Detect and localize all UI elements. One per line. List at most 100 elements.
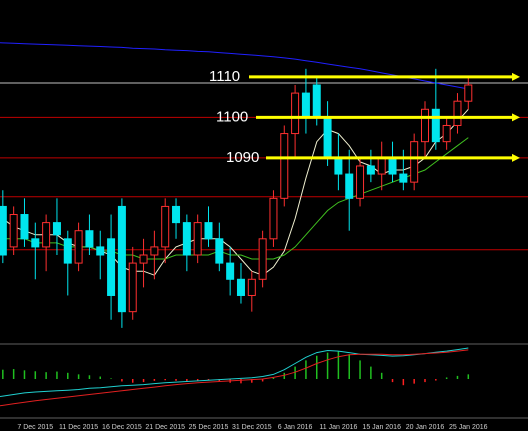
- x-tick-label: 20 Jan 2016: [406, 424, 445, 431]
- candle-body: [442, 124, 451, 143]
- candle-body: [453, 100, 462, 126]
- x-tick-label: 21 Dec 2015: [145, 424, 185, 431]
- level-arrow-head: [512, 72, 520, 81]
- candle-body: [193, 222, 202, 256]
- candle-body: [0, 205, 7, 256]
- histogram-bar: [456, 375, 459, 379]
- candle-body: [161, 205, 170, 248]
- candle-body: [421, 108, 429, 143]
- candle-body: [312, 84, 321, 118]
- histogram-bar: [424, 379, 426, 383]
- indicator-line: [0, 349, 469, 407]
- histogram-bar: [294, 366, 296, 379]
- histogram-bar: [99, 376, 101, 379]
- candle-body: [247, 278, 256, 296]
- histogram-bar: [272, 377, 275, 379]
- histogram-bar: [240, 379, 242, 384]
- histogram-bar: [88, 375, 91, 379]
- histogram-bar: [34, 371, 37, 379]
- candle-body: [85, 230, 94, 248]
- candle-body: [182, 222, 191, 256]
- level-arrow-head: [512, 153, 520, 162]
- histogram-bar: [337, 351, 340, 379]
- histogram-bar: [316, 355, 318, 379]
- candle-body: [291, 92, 300, 135]
- candle-body: [74, 230, 83, 264]
- candle-body: [301, 92, 310, 118]
- candle-body: [464, 84, 473, 102]
- candle-body: [172, 205, 181, 224]
- histogram-bar: [283, 372, 286, 379]
- candle-body: [356, 165, 365, 199]
- histogram-bar: [435, 379, 437, 381]
- histogram-bar: [110, 378, 112, 379]
- candle-body: [52, 222, 61, 236]
- histogram-bar: [45, 372, 47, 379]
- x-tick-label: 6 Jan 2016: [278, 424, 313, 431]
- histogram-bar: [359, 360, 361, 379]
- histogram-bar: [370, 366, 372, 379]
- histogram-bar: [77, 374, 80, 379]
- histogram-bar: [413, 379, 415, 384]
- histogram-bar: [23, 370, 26, 379]
- candle-body: [366, 165, 375, 175]
- candle-body: [388, 157, 397, 175]
- candle-body: [63, 238, 72, 264]
- candle-body: [42, 222, 51, 248]
- histogram-bar: [305, 360, 307, 379]
- candle-body: [204, 222, 213, 240]
- x-tick-label: 16 Dec 2015: [102, 424, 142, 431]
- histogram-bar: [2, 369, 4, 379]
- histogram-bar: [67, 372, 69, 379]
- histogram-bar: [445, 377, 448, 379]
- candle-body: [258, 238, 267, 280]
- indicator-line: [0, 347, 469, 397]
- x-tick-label: 7 Dec 2015: [17, 424, 53, 431]
- level-arrow-head: [512, 113, 520, 122]
- histogram-bar: [391, 379, 394, 383]
- candle-body: [150, 246, 159, 256]
- candle-body: [215, 238, 224, 264]
- histogram-bar: [186, 379, 188, 382]
- candle-body: [226, 262, 235, 280]
- x-tick-label: 25 Jan 2016: [449, 424, 488, 431]
- histogram-bar: [251, 379, 253, 383]
- histogram-bar: [326, 352, 329, 379]
- x-tick-label: 25 Dec 2015: [189, 424, 229, 431]
- histogram-bar: [348, 354, 350, 379]
- histogram-bar: [261, 379, 264, 382]
- candle-body: [377, 157, 386, 175]
- level-label: 1090: [226, 149, 259, 166]
- candle-body: [20, 214, 29, 240]
- level-label: 1100: [216, 108, 248, 125]
- x-tick-label: 11 Jan 2016: [319, 424, 357, 431]
- histogram-bar: [131, 379, 134, 383]
- histogram-bar: [12, 369, 15, 379]
- candle-body: [334, 157, 343, 175]
- x-tick-label: 31 Dec 2015: [232, 424, 272, 431]
- candle-body: [399, 173, 408, 183]
- histogram-bar: [153, 379, 156, 381]
- candle-body: [9, 214, 18, 248]
- candle-body: [139, 254, 148, 264]
- candle-body: [31, 238, 40, 248]
- candle-body: [269, 197, 278, 240]
- candle-body: [96, 246, 105, 256]
- histogram-bar: [380, 372, 383, 379]
- histogram-bar: [402, 379, 405, 386]
- histogram-bar: [164, 379, 166, 381]
- candle-body: [410, 141, 419, 183]
- histogram-bar: [121, 379, 123, 382]
- histogram-bar: [218, 379, 221, 382]
- candle-body: [345, 173, 354, 199]
- x-tick-label: 15 Jan 2016: [362, 424, 401, 431]
- histogram-bar: [467, 374, 470, 379]
- x-tick-label: 11 Dec 2015: [59, 424, 98, 431]
- histogram-bar: [196, 379, 199, 381]
- histogram-bar: [56, 371, 58, 379]
- histogram-bar: [142, 379, 145, 383]
- candle-body: [128, 262, 137, 313]
- candle-body: [236, 278, 245, 296]
